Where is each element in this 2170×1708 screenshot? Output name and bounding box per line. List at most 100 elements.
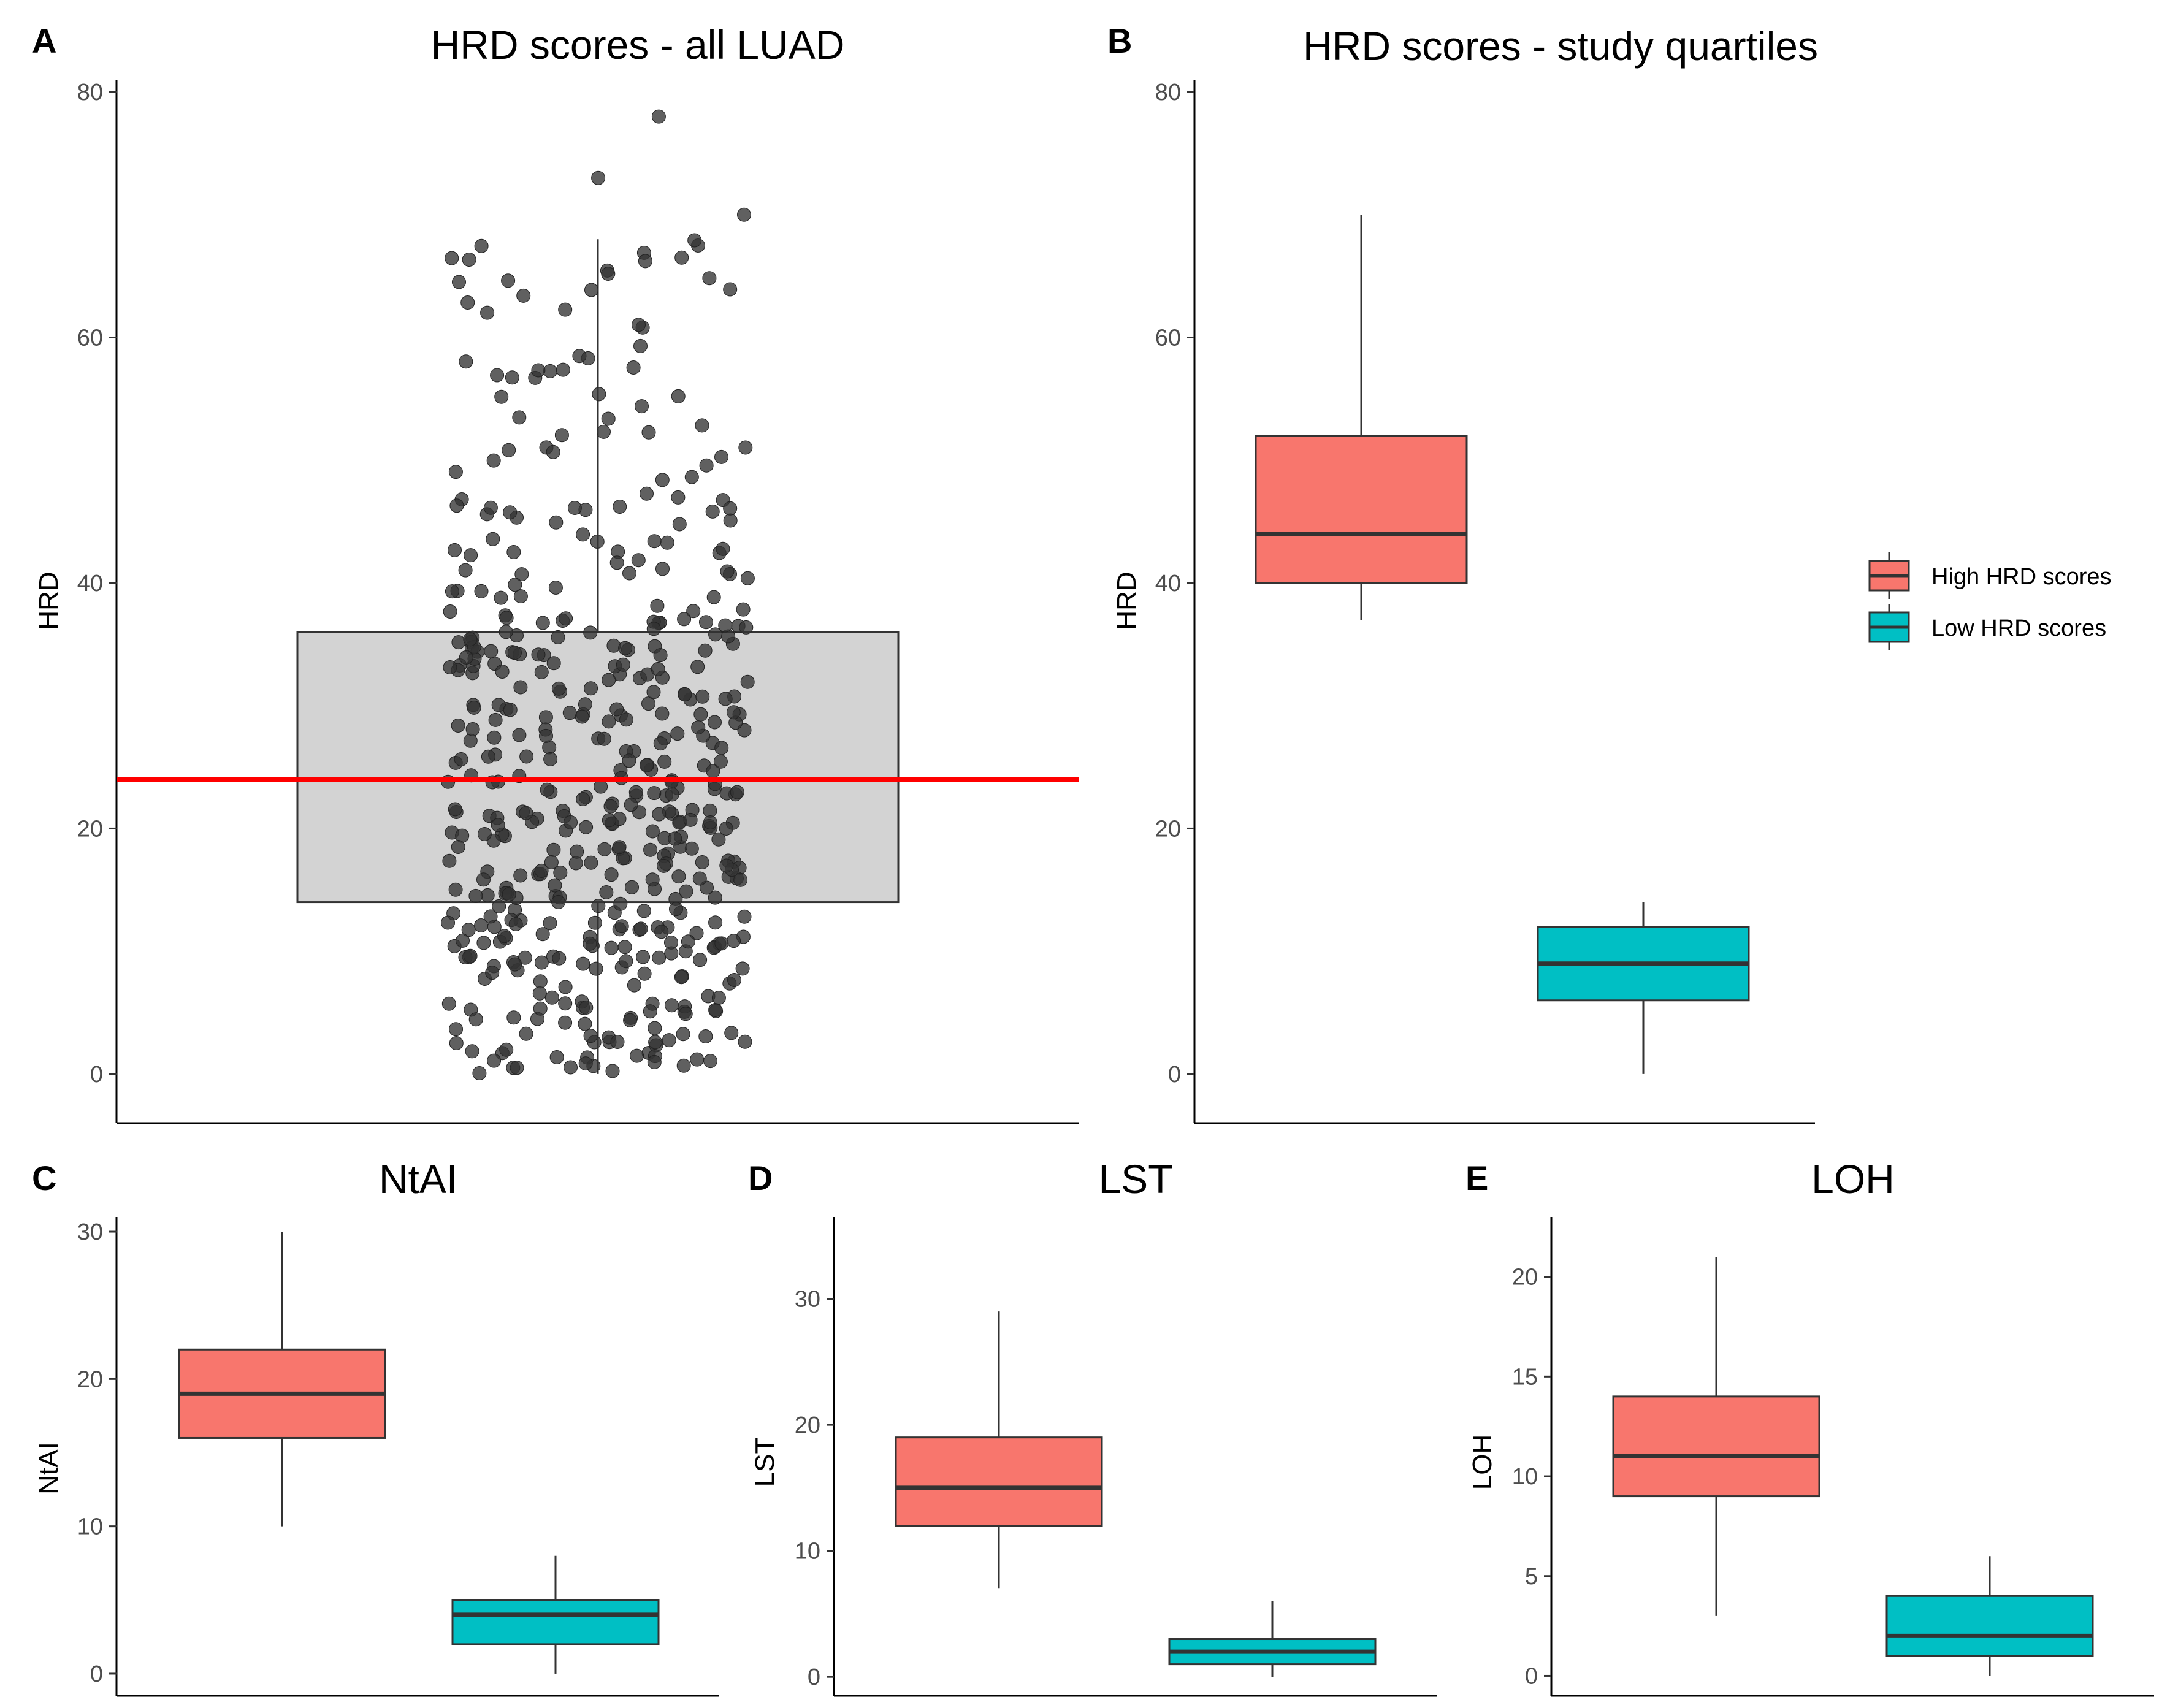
y-tick-label: 5 [1525, 1564, 1538, 1590]
data-point [556, 362, 570, 377]
data-point [476, 936, 491, 950]
data-point [579, 1001, 594, 1015]
data-point [467, 700, 481, 715]
panel-d-title: LST [1098, 1156, 1172, 1202]
data-point [548, 581, 563, 595]
data-point [657, 858, 671, 873]
legend-key-high: High HRD scores [1868, 552, 2112, 599]
panel-e-plot [1550, 1217, 2154, 1697]
panel-d-y-ticks: 0 10 20 30 [795, 1287, 834, 1690]
data-point [448, 802, 462, 817]
data-point [442, 853, 457, 868]
data-point [578, 697, 592, 712]
panel-c-ntai: C NtAI NtAI 0 10 20 30 [32, 1156, 719, 1697]
y-tick-label: 0 [808, 1664, 820, 1690]
panel-d-plot [833, 1217, 1437, 1697]
panel-e-y-ticks: 0 5 10 15 20 [1512, 1265, 1551, 1689]
data-point [699, 458, 714, 473]
data-point [655, 706, 670, 721]
data-point [543, 916, 557, 931]
data-point [609, 702, 624, 717]
data-point [538, 710, 553, 725]
data-point [544, 855, 559, 869]
data-point [549, 1050, 564, 1064]
legend: High HRD scores Low HRD scores [1868, 552, 2112, 650]
data-point [535, 927, 550, 942]
data-point [698, 643, 713, 658]
data-point [665, 787, 679, 802]
data-point [462, 253, 476, 267]
data-point [737, 207, 751, 222]
data-point [551, 894, 566, 909]
data-point [718, 692, 733, 706]
data-point [549, 515, 564, 530]
data-point [460, 295, 475, 310]
data-point [723, 282, 738, 297]
data-point [735, 961, 750, 976]
data-point [551, 681, 566, 696]
data-point [604, 940, 619, 955]
data-point [727, 973, 741, 987]
data-point [534, 955, 549, 970]
data-point [605, 1064, 620, 1078]
data-point [486, 453, 501, 468]
data-point [646, 622, 661, 636]
data-point [576, 527, 590, 542]
data-point [676, 1027, 690, 1042]
data-point [693, 707, 708, 722]
data-point [641, 425, 656, 440]
data-point [613, 896, 628, 911]
data-point [719, 822, 733, 836]
data-point [690, 1052, 705, 1067]
data-point [474, 918, 489, 932]
data-point [597, 842, 612, 856]
data-point [623, 1013, 638, 1027]
data-point [546, 656, 561, 671]
data-point [463, 632, 478, 647]
data-point [727, 934, 741, 948]
data-point [512, 410, 527, 425]
data-point [695, 418, 709, 433]
data-point [480, 305, 495, 320]
data-point [503, 505, 518, 520]
data-point [564, 815, 578, 829]
data-point [703, 1054, 717, 1069]
data-point [558, 302, 573, 317]
data-point [477, 827, 492, 841]
panel-a-y-axis-label: HRD [34, 571, 64, 630]
legend-label-high: High HRD scores [1931, 564, 2112, 590]
data-point [546, 444, 560, 459]
data-point [602, 714, 616, 729]
panel-e-y-axis-label: LOH [1467, 1435, 1497, 1490]
panel-c-y-ticks: 0 10 20 30 [77, 1219, 117, 1687]
data-point [650, 598, 665, 613]
data-point [506, 1010, 521, 1025]
data-point [487, 1053, 502, 1068]
data-point [630, 1048, 644, 1063]
data-point [699, 615, 713, 630]
data-point [448, 543, 462, 557]
data-point [681, 934, 695, 949]
data-point [643, 842, 658, 857]
panel-e-loh: E LOH LOH 0 5 10 15 20 [1465, 1156, 2154, 1697]
data-point [668, 831, 682, 846]
data-point [599, 885, 614, 899]
data-point [622, 753, 636, 768]
data-point [604, 867, 619, 882]
data-point [487, 730, 502, 745]
data-point [543, 364, 557, 378]
data-point [499, 1042, 514, 1057]
data-point [508, 957, 522, 972]
data-point [587, 915, 602, 930]
data-point [619, 954, 633, 969]
data-point [706, 590, 721, 604]
data-point [483, 909, 498, 924]
data-point [567, 501, 582, 515]
data-point [617, 940, 632, 955]
data-point [626, 360, 641, 375]
data-point [625, 880, 639, 894]
data-point [609, 555, 624, 570]
data-point [579, 820, 594, 834]
data-point [602, 813, 616, 828]
